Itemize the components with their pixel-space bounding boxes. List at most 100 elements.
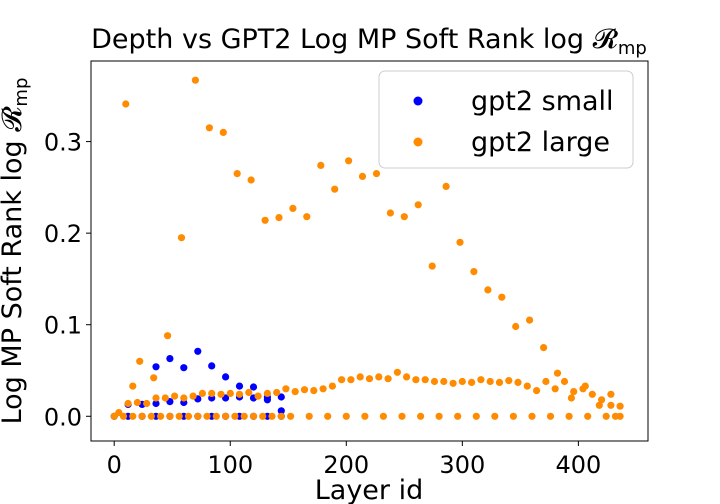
data-point-gpt2-large — [542, 377, 550, 386]
data-point-gpt2-large — [442, 182, 450, 190]
data-point-gpt2-large — [430, 377, 439, 386]
data-point-gpt2-large — [342, 412, 350, 420]
data-point-gpt2-large — [546, 412, 555, 420]
data-point-gpt2-large — [581, 382, 589, 390]
x-tick-label: 300 — [439, 451, 485, 479]
data-point-gpt2-large — [616, 402, 624, 410]
data-point-gpt2-large — [305, 412, 313, 420]
data-point-gpt2-large — [277, 412, 285, 420]
data-point-gpt2-small — [180, 364, 188, 372]
data-point-gpt2-large — [565, 412, 573, 420]
data-point-gpt2-large — [138, 412, 146, 420]
data-point-gpt2-large — [498, 293, 506, 301]
data-point-gpt2-large — [386, 209, 394, 217]
data-point-gpt2-large — [261, 216, 269, 224]
data-point-gpt2-large — [129, 382, 137, 390]
data-point-gpt2-large — [235, 390, 244, 398]
data-point-gpt2-large — [428, 262, 436, 270]
data-point-gpt2-large — [372, 170, 381, 178]
plot-frame — [90, 60, 649, 442]
data-point-gpt2-large — [180, 394, 188, 402]
legend-marker-gpt2-large — [413, 137, 423, 147]
data-point-gpt2-large — [414, 201, 422, 209]
data-point-gpt2-large — [268, 412, 276, 420]
data-point-gpt2-large — [249, 412, 258, 420]
data-point-gpt2-large — [551, 385, 559, 393]
data-point-gpt2-large — [122, 100, 130, 108]
data-point-gpt2-small — [235, 382, 244, 390]
data-point-gpt2-large — [171, 392, 179, 400]
x-axis-ticks: 0 100 200 300 400 — [107, 441, 601, 479]
data-point-gpt2-large — [324, 412, 332, 420]
data-points — [110, 76, 624, 420]
data-point-gpt2-large — [275, 214, 283, 222]
data-point-gpt2-large — [567, 394, 576, 402]
data-point-gpt2-large — [505, 377, 513, 385]
data-point-gpt2-large — [484, 286, 492, 294]
data-point-gpt2-large — [456, 238, 464, 246]
data-point-gpt2-large — [570, 388, 578, 396]
data-point-gpt2-large — [245, 388, 253, 397]
data-point-gpt2-large — [435, 412, 443, 420]
data-point-gpt2-small — [152, 399, 160, 408]
data-point-gpt2-large — [166, 412, 174, 420]
data-point-gpt2-large — [560, 377, 569, 386]
data-point-gpt2-large — [254, 392, 262, 400]
legend-label-gpt2-small: gpt2 small — [471, 86, 614, 117]
data-point-gpt2-large — [526, 316, 534, 324]
data-point-gpt2-large — [147, 412, 155, 420]
data-point-gpt2-small — [194, 347, 202, 355]
data-point-gpt2-large — [231, 412, 239, 420]
data-point-gpt2-large — [331, 185, 339, 193]
data-point-gpt2-large — [398, 412, 406, 420]
data-point-gpt2-large — [491, 412, 499, 420]
data-point-gpt2-large — [161, 394, 169, 402]
data-point-gpt2-large — [240, 412, 248, 420]
data-point-gpt2-large — [595, 401, 603, 409]
data-point-gpt2-large — [124, 399, 132, 408]
data-point-gpt2-large — [338, 376, 346, 384]
data-point-gpt2-large — [177, 234, 186, 242]
data-point-gpt2-large — [393, 368, 401, 376]
y-tick-label: 0.0 — [44, 403, 82, 431]
data-point-gpt2-large — [328, 382, 336, 390]
data-point-gpt2-large — [164, 332, 172, 340]
data-point-gpt2-large — [219, 128, 227, 136]
legend-marker-gpt2-small — [413, 96, 423, 106]
data-point-gpt2-large — [509, 412, 517, 420]
data-point-gpt2-large — [133, 398, 141, 407]
data-point-gpt2-large — [233, 170, 241, 178]
data-point-gpt2-large — [616, 412, 624, 420]
data-point-gpt2-large — [384, 375, 392, 383]
data-point-gpt2-large — [470, 268, 478, 276]
x-tick-label: 200 — [323, 451, 369, 479]
data-point-gpt2-large — [607, 390, 615, 398]
data-point-gpt2-large — [512, 322, 520, 331]
data-point-gpt2-small — [277, 407, 285, 415]
data-point-gpt2-large — [152, 394, 160, 402]
legend: gpt2 small gpt2 large — [378, 70, 634, 169]
y-tick-label: 0.2 — [44, 220, 82, 248]
data-point-gpt2-large — [523, 382, 531, 390]
data-point-gpt2-small — [166, 355, 174, 363]
data-point-gpt2-large — [282, 385, 290, 393]
data-point-gpt2-large — [259, 412, 267, 420]
data-point-gpt2-large — [454, 412, 462, 420]
data-point-gpt2-large — [319, 385, 327, 393]
data-point-gpt2-large — [212, 412, 220, 420]
y-tick-label: 0.1 — [44, 312, 82, 340]
data-point-gpt2-large — [421, 376, 429, 384]
data-point-gpt2-large — [472, 412, 480, 420]
data-point-gpt2-large — [226, 389, 234, 397]
data-point-gpt2-large — [217, 390, 225, 398]
data-point-gpt2-large — [417, 412, 425, 420]
data-point-gpt2-large — [203, 412, 211, 420]
data-point-gpt2-large — [375, 373, 383, 381]
plot-area: 0 100 200 300 400 0.0 0.1 0.2 0.3 — [44, 60, 649, 479]
data-point-gpt2-large — [136, 357, 144, 365]
data-point-gpt2-large — [191, 76, 199, 84]
data-point-gpt2-large — [287, 412, 295, 420]
legend-box — [378, 70, 634, 169]
data-point-gpt2-large — [175, 412, 183, 420]
data-point-gpt2-small — [263, 396, 271, 404]
